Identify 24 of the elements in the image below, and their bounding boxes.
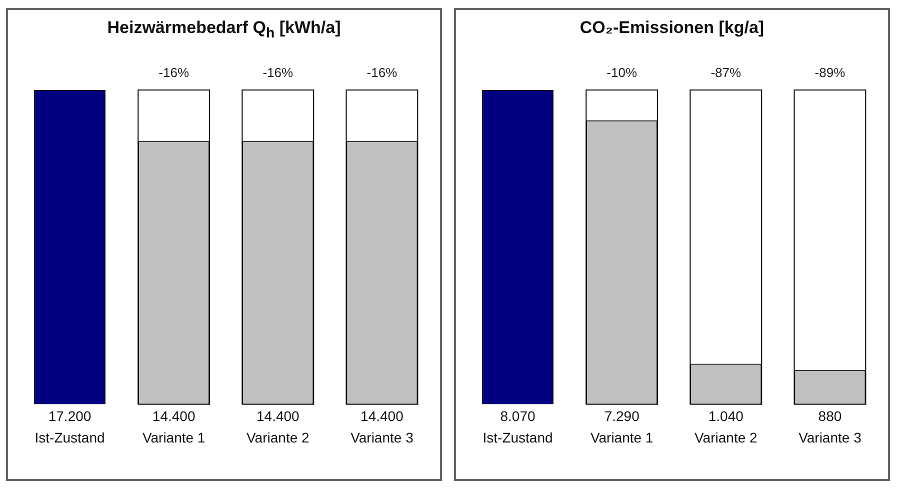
text: -16%: [366, 65, 398, 80]
x-tick-label: Ist-Zustand: [34, 429, 105, 446]
data-label: 14.400: [360, 408, 404, 424]
data-label: 1.040: [708, 408, 744, 424]
x-tick-label: Variante 3: [798, 429, 862, 446]
chart-title: CO₂-Emissionen [kg/a]: [578, 18, 766, 39]
data-label: 7.290: [604, 408, 640, 424]
text: -89%: [814, 65, 846, 80]
text: -16%: [262, 65, 294, 80]
text: -10%: [606, 65, 638, 80]
chart-title: Heizwärmebedarf Q$_{h}$ [kWh/a]: [106, 18, 342, 42]
x-tick-label: Ist-Zustand: [482, 429, 553, 446]
x-tick-label: Variante 1: [142, 429, 206, 446]
data-label: 880: [818, 408, 842, 424]
x-tick-label: Variante 3: [350, 429, 414, 446]
x-tick-label: Variante 2: [694, 429, 758, 446]
data-label: 8.070: [500, 408, 536, 424]
text: -16%: [158, 65, 190, 80]
x-tick-label: Variante 2: [246, 429, 310, 446]
data-label: 14.400: [256, 408, 300, 424]
data-label: 14.400: [152, 408, 196, 424]
x-tick-label: Variante 1: [590, 429, 654, 446]
text: -87%: [710, 65, 742, 80]
data-label: 17.200: [48, 408, 92, 424]
